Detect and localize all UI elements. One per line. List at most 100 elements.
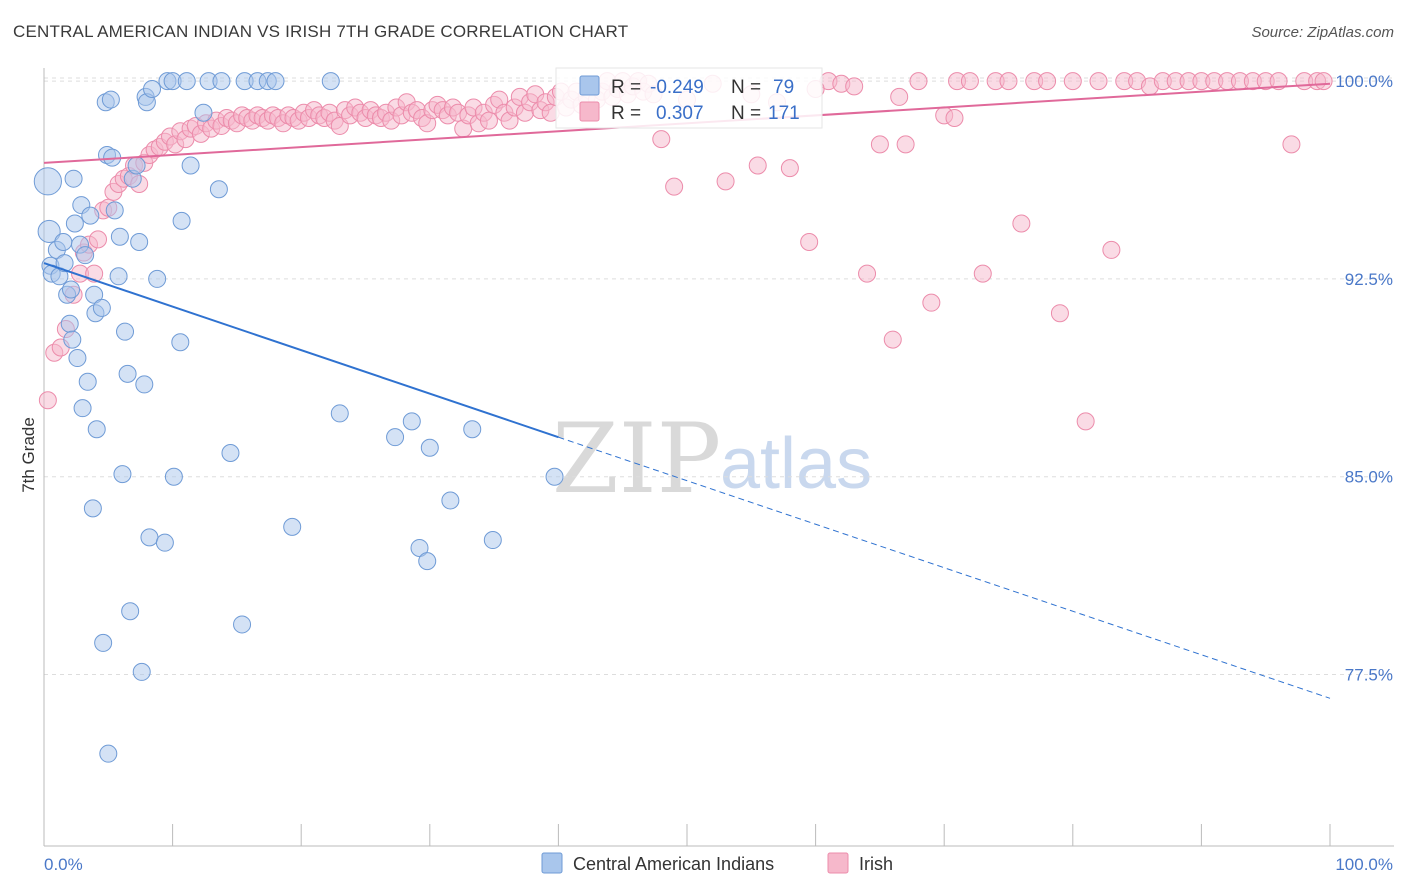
legend-r-value-2: 0.307: [656, 103, 704, 124]
central-american-indians-point: [172, 211, 191, 230]
central-american-indians-point: [78, 372, 97, 391]
irish-point: [38, 391, 57, 410]
irish-point: [1282, 135, 1301, 154]
legend-n-label-2: N =: [731, 103, 761, 124]
central-american-indians-point: [386, 428, 405, 447]
y-tick-label: 92.5%: [1345, 270, 1393, 289]
bottom-legend-label-2: Irish: [859, 854, 893, 874]
chart-source: Source: ZipAtlas.com: [1251, 24, 1394, 41]
irish-point: [748, 156, 767, 175]
trend-line-central-american-indians-extension: [558, 436, 1331, 699]
central-american-indians-point: [127, 156, 146, 175]
central-american-indians-point: [545, 467, 564, 486]
legend-n-value-2: 171: [768, 103, 800, 124]
irish-point: [652, 130, 671, 149]
central-american-indians-point: [420, 438, 439, 457]
central-american-indians-point: [177, 72, 196, 91]
central-american-indians-point: [63, 330, 82, 349]
irish-point: [665, 177, 684, 196]
y-axis-label: 7th Grade: [19, 417, 38, 493]
x-tick-labels: 0.0% 100.0%: [44, 855, 1393, 874]
irish-point: [1012, 214, 1031, 233]
watermark-zip: ZIP: [552, 403, 721, 515]
central-american-indians-point: [132, 662, 151, 681]
y-tick-label: 77.5%: [1345, 666, 1393, 685]
central-american-indians-point: [143, 80, 162, 99]
central-american-indians-point: [164, 467, 183, 486]
gridlines: [44, 77, 1394, 676]
irish-point: [1076, 412, 1095, 431]
chart-title: CENTRAL AMERICAN INDIAN VS IRISH 7TH GRA…: [13, 22, 629, 41]
central-american-indians-point: [130, 232, 149, 251]
bottom-legend-swatch-pink: [827, 852, 849, 874]
central-american-indians-point: [402, 412, 421, 431]
central-american-indians-point: [101, 90, 120, 109]
irish-point: [973, 264, 992, 283]
central-american-indians-point: [181, 156, 200, 175]
central-american-indians-point: [76, 246, 95, 265]
central-american-indians-point: [110, 227, 129, 246]
irish-point: [922, 293, 941, 312]
central-american-indians-point: [99, 744, 118, 763]
irish-point: [845, 77, 864, 96]
axes: [43, 68, 1394, 847]
central-american-indians-point: [121, 602, 140, 621]
legend-r-label-1: R =: [611, 77, 641, 98]
central-american-indians-point: [410, 538, 429, 557]
legend-n-value-1: 79: [773, 77, 794, 98]
legend-r-label-2: R =: [611, 103, 641, 124]
irish-point: [1269, 72, 1288, 91]
bottom-legend-label-1: Central American Indians: [573, 854, 774, 874]
central-american-indians-point: [116, 322, 135, 341]
central-american-indians-point: [135, 375, 154, 394]
central-american-indians-point: [37, 219, 61, 243]
central-american-indians-point: [83, 499, 102, 518]
central-american-indians-point: [113, 465, 132, 484]
central-american-indians-point: [109, 267, 128, 286]
central-american-indians-point: [171, 333, 190, 352]
irish-point: [1050, 304, 1069, 323]
bottom-legend-swatch-blue: [541, 852, 563, 874]
central-american-indians-point: [68, 349, 87, 368]
central-american-indians-point: [85, 285, 104, 304]
irish-point: [479, 111, 498, 130]
central-american-indians-point: [55, 254, 74, 273]
central-american-indians-point: [209, 180, 228, 199]
irish-point: [1038, 72, 1057, 91]
central-american-indians-point: [233, 615, 252, 634]
irish-point: [858, 264, 877, 283]
central-american-indians-point: [418, 552, 437, 571]
central-american-indians-point: [64, 169, 83, 188]
legend-n-label-1: N =: [731, 77, 761, 98]
central-american-indians-point: [321, 72, 340, 91]
central-american-indians-point: [73, 399, 92, 418]
central-american-indians-point: [140, 528, 159, 547]
stats-legend-background: [555, 67, 823, 129]
irish-point: [870, 135, 889, 154]
trend-lines: [43, 82, 1331, 699]
irish-point: [1314, 72, 1333, 91]
central-american-indians-point: [283, 517, 302, 536]
x-tick-label-min: 0.0%: [44, 855, 83, 874]
central-american-indians-point: [87, 420, 106, 439]
irish-point: [883, 330, 902, 349]
series-legend: Central American Indians Irish: [541, 852, 893, 874]
central-american-indians-point: [94, 633, 113, 652]
irish-point: [890, 87, 909, 106]
trend-line-central-american-indians: [43, 262, 559, 439]
y-tick-label: 100.0%: [1335, 72, 1393, 91]
legend-r-value-1: -0.249: [650, 77, 704, 98]
legend-swatch-blue: [579, 75, 600, 96]
central-american-indians-point: [81, 206, 100, 225]
irish-point: [1063, 72, 1082, 91]
irish-point: [909, 72, 928, 91]
y-tick-labels: 77.5% 85.0% 92.5% 100.0%: [1335, 72, 1393, 684]
irish-point: [1089, 72, 1108, 91]
series-central-american-indians-points: [33, 72, 564, 763]
central-american-indians-point: [54, 232, 73, 251]
central-american-indians-point: [221, 444, 240, 462]
central-american-indians-point: [330, 404, 349, 423]
irish-point: [896, 135, 915, 154]
y-tick-label: 85.0%: [1345, 468, 1393, 487]
